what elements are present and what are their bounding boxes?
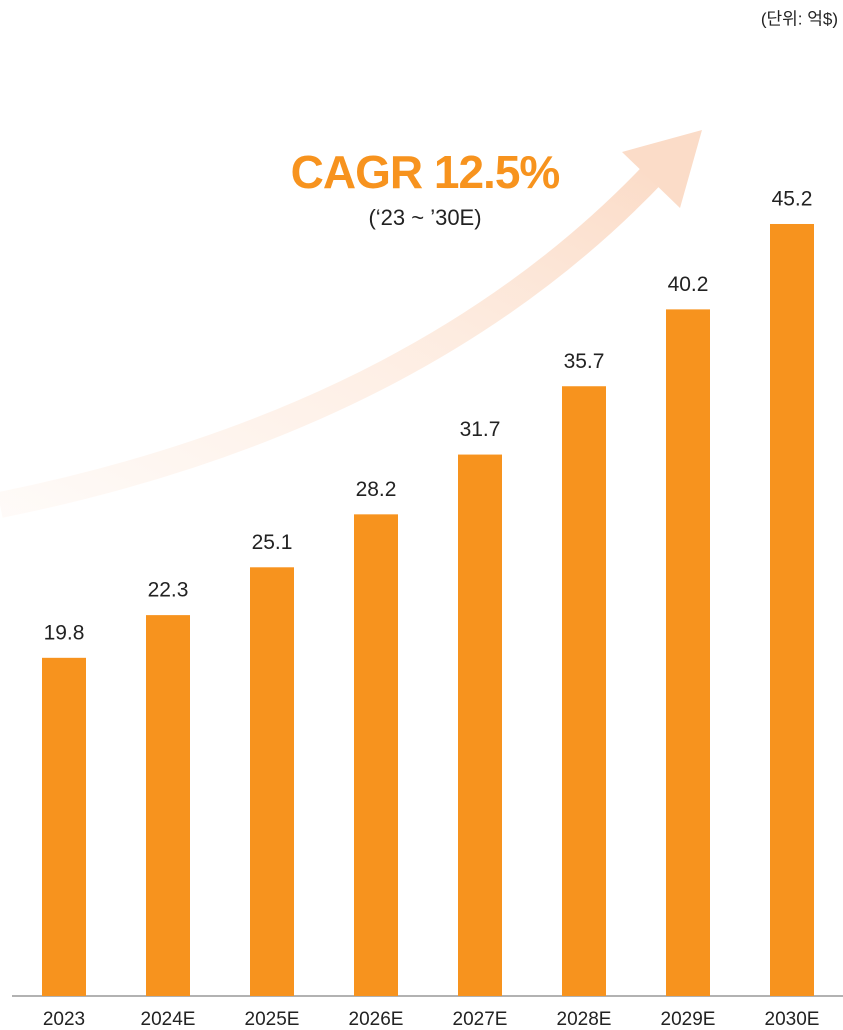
- value-label: 35.7: [564, 350, 605, 373]
- x-tick-label: 2030E: [765, 1009, 820, 1030]
- x-tick-label: 2028E: [557, 1009, 612, 1030]
- value-label: 40.2: [668, 273, 709, 296]
- value-label: 19.8: [44, 621, 85, 644]
- bar: [250, 567, 294, 996]
- trend-arrow: [0, 130, 702, 518]
- x-tick-label: 2025E: [245, 1009, 300, 1030]
- bar: [770, 223, 814, 996]
- unit-label: (단위: 억$): [761, 9, 838, 28]
- bar: [458, 454, 502, 997]
- chart-subtitle: (‘23 ~ ’30E): [368, 205, 481, 230]
- value-label: 25.1: [252, 531, 293, 554]
- x-tick-label: 2026E: [349, 1009, 404, 1030]
- bar: [666, 309, 710, 996]
- value-label: 31.7: [460, 418, 501, 441]
- bar: [354, 514, 398, 996]
- x-tick-label: 2027E: [453, 1009, 508, 1030]
- bar: [562, 386, 606, 996]
- value-label: 22.3: [148, 579, 189, 602]
- x-tick-label: 2024E: [141, 1009, 196, 1030]
- bar: [146, 615, 190, 996]
- value-label: 28.2: [356, 478, 397, 501]
- x-tick-label: 2023: [43, 1009, 85, 1030]
- chart-title: CAGR 12.5%: [291, 146, 560, 198]
- x-tick-label: 2029E: [661, 1009, 716, 1030]
- value-label: 45.2: [772, 188, 813, 211]
- bar: [42, 657, 86, 996]
